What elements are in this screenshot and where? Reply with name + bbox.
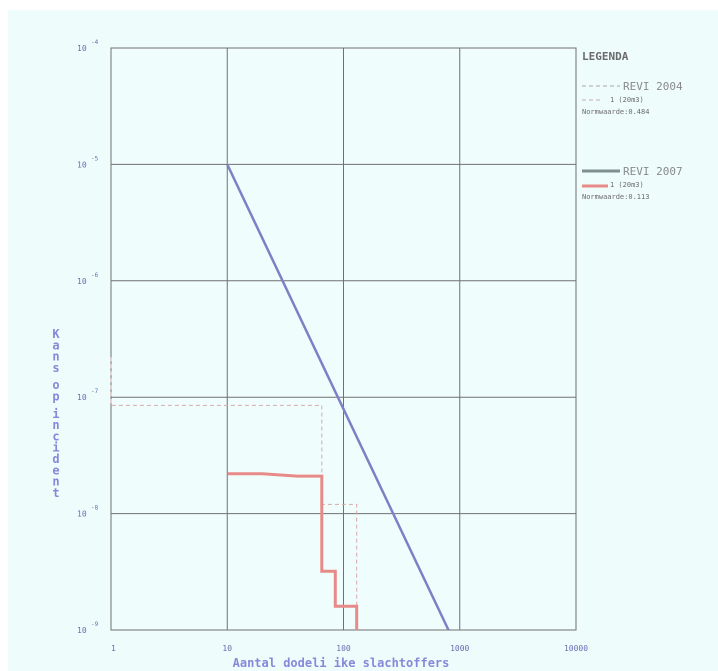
y-tick-exponent-5: -9 xyxy=(91,621,99,628)
plot-grid xyxy=(110,47,577,631)
axis-ticks: 1 10 100 1000 10000 10 -4 10 -5 10 -6 10 -7 10 -8 10 -9 xyxy=(77,39,588,653)
legend-item-revi-2004: 1 (20m3) xyxy=(610,96,644,104)
y-tick-label-4: 10 xyxy=(77,510,87,519)
y-axis-label-char-6: p xyxy=(52,390,59,404)
series-revi-2004-line xyxy=(110,357,358,630)
series-revi-2007-line xyxy=(227,472,359,630)
norm-line xyxy=(226,163,450,631)
legend-item-revi-2007: 1 (20m3) xyxy=(610,181,644,189)
legend: LEGENDA REVI 2004 1 (20m3) Normwaarde:0.… xyxy=(582,50,683,201)
legend-norm-revi-2004: Normwaarde:0.484 xyxy=(582,108,649,116)
legend-norm-revi-2007: Normwaarde:0.113 xyxy=(582,193,649,201)
y-axis-label-char-12: d xyxy=(52,452,59,466)
x-tick-label-4: 10000 xyxy=(564,644,588,653)
y-tick-exponent-2: -6 xyxy=(91,272,99,279)
series-layer xyxy=(110,163,450,631)
x-axis-label: Aantal dodeli ike slachtoffers xyxy=(233,656,450,670)
y-axis-label-char-8: i xyxy=(52,407,59,421)
x-tick-label-3: 1000 xyxy=(450,644,469,653)
legend-group-revi-2007: REVI 2007 xyxy=(623,165,683,178)
y-axis-label-char-13: e xyxy=(52,463,59,477)
x-tick-label-0: 1 xyxy=(111,644,116,653)
y-tick-exponent-4: -8 xyxy=(91,505,99,512)
y-axis-label-char-9: n xyxy=(52,418,59,432)
y-axis-label-char-14: n xyxy=(52,475,59,489)
y-tick-exponent-3: -7 xyxy=(91,388,99,395)
y-axis-label-char-3: s xyxy=(52,361,59,375)
y-axis-label-char-11: i xyxy=(52,441,59,455)
y-axis-label-char-2: n xyxy=(52,350,59,364)
y-axis-label-char-1: a xyxy=(52,338,59,352)
y-tick-exponent-0: -4 xyxy=(91,39,99,46)
y-axis-label-char-5: o xyxy=(52,378,59,392)
y-tick-label-2: 10 xyxy=(77,277,87,286)
x-tick-label-1: 10 xyxy=(222,644,232,653)
y-axis-label-char-15: t xyxy=(52,486,59,500)
legend-group-revi-2004: REVI 2004 xyxy=(623,80,683,93)
y-axis-label-char-0: K xyxy=(52,327,60,341)
x-tick-label-2: 100 xyxy=(336,644,351,653)
y-tick-label-0: 10 xyxy=(77,44,87,53)
y-axis-label-char-10: c xyxy=(52,429,59,443)
y-tick-label-1: 10 xyxy=(77,160,87,169)
y-tick-exponent-1: -5 xyxy=(91,155,99,162)
y-tick-label-3: 10 xyxy=(77,393,87,402)
legend-title: LEGENDA xyxy=(582,50,629,63)
y-tick-label-5: 10 xyxy=(77,626,87,635)
